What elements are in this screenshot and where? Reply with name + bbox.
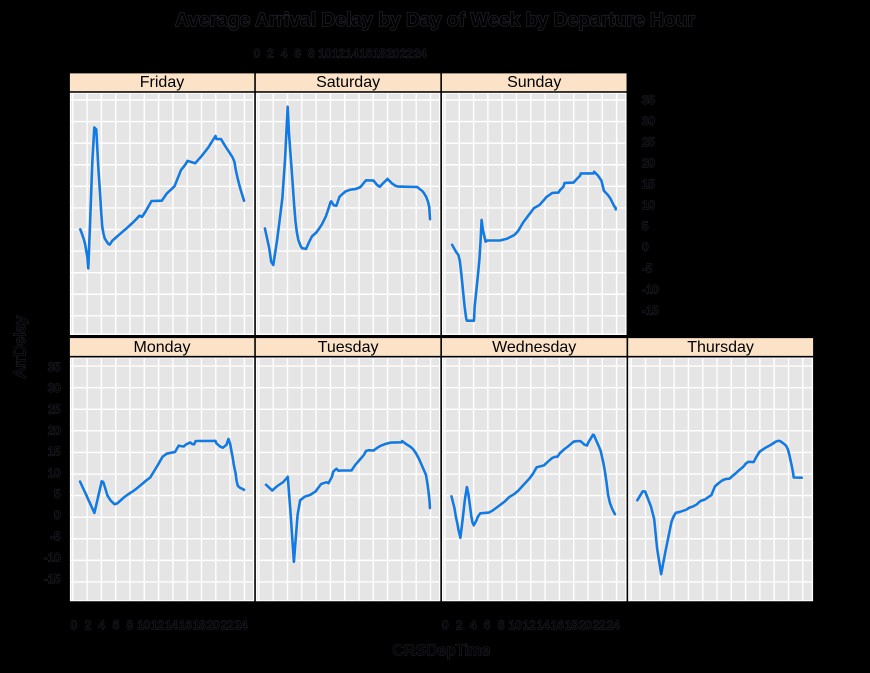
svg-text:35: 35 (642, 95, 655, 107)
svg-text:6: 6 (113, 620, 119, 632)
svg-text:0: 0 (642, 242, 648, 254)
svg-text:2: 2 (85, 620, 91, 632)
svg-text:8: 8 (308, 49, 314, 61)
svg-text:Average Arrival Delay by Day o: Average Arrival Delay by Day of Week by … (175, 10, 696, 31)
svg-text:24: 24 (414, 49, 427, 61)
svg-text:14: 14 (346, 49, 359, 61)
svg-text:10: 10 (48, 468, 61, 480)
svg-text:Sunday: Sunday (507, 74, 561, 91)
svg-text:5: 5 (54, 489, 60, 501)
svg-text:Friday: Friday (140, 74, 184, 91)
svg-text:10: 10 (319, 49, 332, 61)
svg-text:18: 18 (565, 620, 578, 632)
svg-text:12: 12 (523, 620, 536, 632)
svg-text:10: 10 (137, 620, 150, 632)
svg-text:22: 22 (593, 620, 606, 632)
svg-text:-15: -15 (44, 574, 61, 586)
svg-text:35: 35 (48, 362, 61, 374)
svg-text:25: 25 (642, 137, 655, 149)
svg-text:10: 10 (642, 200, 655, 212)
svg-text:24: 24 (607, 620, 620, 632)
svg-text:10: 10 (509, 620, 522, 632)
svg-text:18: 18 (373, 49, 386, 61)
svg-text:CRSDepTime: CRSDepTime (392, 643, 490, 660)
svg-text:30: 30 (48, 383, 61, 395)
svg-text:-5: -5 (642, 263, 652, 275)
svg-text:12: 12 (151, 620, 164, 632)
svg-text:20: 20 (387, 49, 400, 61)
svg-text:Thursday: Thursday (687, 339, 754, 356)
svg-text:-10: -10 (642, 284, 659, 296)
svg-text:ArrDelay: ArrDelay (12, 316, 29, 378)
svg-text:30: 30 (642, 116, 655, 128)
svg-text:0: 0 (71, 620, 77, 632)
svg-text:2: 2 (267, 49, 273, 61)
svg-text:22: 22 (400, 49, 413, 61)
svg-text:20: 20 (579, 620, 592, 632)
svg-text:15: 15 (48, 447, 61, 459)
svg-text:4: 4 (99, 620, 106, 632)
svg-text:6: 6 (484, 620, 490, 632)
svg-text:16: 16 (551, 620, 564, 632)
svg-text:14: 14 (165, 620, 178, 632)
svg-text:6: 6 (294, 49, 300, 61)
svg-text:18: 18 (193, 620, 206, 632)
svg-text:16: 16 (359, 49, 372, 61)
svg-text:16: 16 (179, 620, 192, 632)
svg-text:-15: -15 (642, 305, 659, 317)
svg-text:4: 4 (470, 620, 477, 632)
svg-text:8: 8 (498, 620, 504, 632)
svg-text:0: 0 (254, 49, 260, 61)
svg-text:Saturday: Saturday (316, 74, 380, 91)
svg-text:20: 20 (642, 158, 655, 170)
svg-text:22: 22 (221, 620, 234, 632)
svg-text:2: 2 (456, 620, 462, 632)
svg-text:14: 14 (537, 620, 550, 632)
svg-text:25: 25 (48, 404, 61, 416)
svg-text:8: 8 (126, 620, 132, 632)
svg-text:20: 20 (207, 620, 220, 632)
svg-text:-5: -5 (50, 531, 60, 543)
svg-text:15: 15 (642, 179, 655, 191)
svg-text:0: 0 (442, 620, 448, 632)
svg-text:5: 5 (642, 221, 648, 233)
svg-text:0: 0 (54, 510, 60, 522)
svg-text:-10: -10 (44, 553, 61, 565)
svg-text:Tuesday: Tuesday (318, 339, 379, 356)
svg-text:Wednesday: Wednesday (492, 339, 576, 356)
svg-text:12: 12 (332, 49, 345, 61)
svg-text:24: 24 (235, 620, 248, 632)
svg-text:Monday: Monday (134, 339, 191, 356)
svg-text:4: 4 (281, 49, 288, 61)
svg-text:20: 20 (48, 426, 61, 438)
